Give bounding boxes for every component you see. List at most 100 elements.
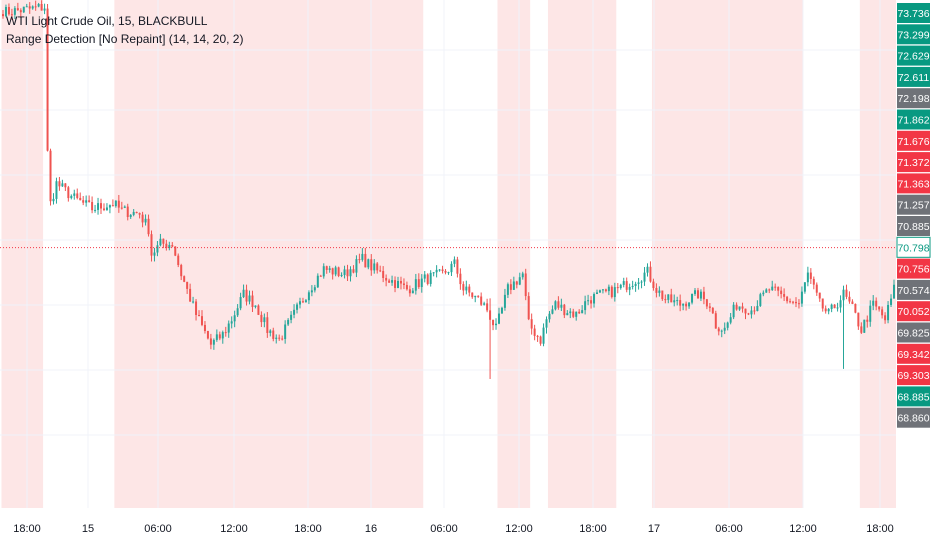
candle <box>818 292 821 302</box>
candle <box>88 195 91 203</box>
candle <box>31 5 34 10</box>
candle <box>397 276 400 289</box>
candle <box>714 310 717 329</box>
svg-text:71.257: 71.257 <box>897 200 929 212</box>
candle <box>189 283 192 302</box>
candle <box>266 312 269 338</box>
candle <box>593 292 596 308</box>
price-axis-label: 69.342 <box>897 343 930 364</box>
candle <box>361 248 364 262</box>
candle <box>658 286 661 297</box>
candle <box>824 305 827 314</box>
candle <box>25 3 28 8</box>
candle <box>815 282 818 296</box>
candle <box>102 203 105 212</box>
candle <box>750 306 753 319</box>
candle <box>881 306 884 319</box>
candle <box>299 297 301 309</box>
candle <box>500 306 503 314</box>
candle <box>435 265 438 278</box>
candle <box>872 295 875 311</box>
svg-text:72.198: 72.198 <box>897 93 929 105</box>
range-zone <box>577 0 617 508</box>
candle <box>200 310 203 327</box>
range-zone <box>262 0 424 508</box>
candle <box>851 299 854 305</box>
x-tick-label: 18:00 <box>294 523 322 535</box>
candle <box>52 193 55 205</box>
candle <box>322 263 325 279</box>
candle <box>726 321 729 331</box>
x-tick-label: 06:00 <box>715 523 743 535</box>
price-axis-label: 68.885 <box>897 386 930 407</box>
candle <box>447 271 450 275</box>
candle <box>379 265 382 273</box>
candle <box>738 306 741 311</box>
candle <box>735 302 738 311</box>
candle <box>108 204 111 214</box>
candle <box>506 282 509 299</box>
candle <box>248 290 251 305</box>
svg-text:72.629: 72.629 <box>897 51 929 63</box>
svg-text:71.363: 71.363 <box>897 178 929 190</box>
candle <box>290 311 293 324</box>
candle <box>275 334 278 344</box>
candle <box>649 261 652 283</box>
symbol-title[interactable]: WTI Light Crude Oil, 15, BLACKBULL <box>6 14 208 28</box>
candle <box>239 292 242 311</box>
indicator-title[interactable]: Range Detection [No Repaint] (14, 14, 20… <box>6 32 244 46</box>
candle <box>117 194 120 213</box>
candle <box>587 294 590 306</box>
candle <box>293 304 296 319</box>
candle <box>429 270 432 287</box>
candle <box>180 263 183 281</box>
candle <box>610 285 613 299</box>
candle <box>156 240 159 257</box>
candle <box>141 211 144 228</box>
candle <box>625 277 628 293</box>
candle <box>821 298 824 312</box>
candle <box>328 265 331 273</box>
candle <box>471 292 474 299</box>
candle <box>536 334 539 342</box>
candle <box>839 295 842 313</box>
candle <box>836 302 839 312</box>
candle <box>450 261 453 277</box>
candle <box>287 318 290 327</box>
candle <box>848 291 851 304</box>
candle <box>269 329 272 337</box>
range-zone <box>497 0 531 508</box>
candle <box>723 322 726 335</box>
range-zone <box>1 0 44 508</box>
candle <box>46 4 49 152</box>
candle <box>198 310 201 317</box>
price-axis-label: 69.303 <box>897 365 930 386</box>
candle <box>596 289 598 295</box>
candle <box>539 335 542 346</box>
candle <box>696 287 699 299</box>
candle <box>797 299 800 309</box>
candle <box>260 311 263 328</box>
candle <box>129 214 132 219</box>
candle <box>165 239 168 251</box>
candle <box>168 241 171 251</box>
candle <box>830 303 833 313</box>
candle <box>768 288 771 294</box>
candle <box>741 302 744 313</box>
candle <box>376 262 379 274</box>
candle <box>794 297 797 308</box>
candle <box>640 280 643 289</box>
candle <box>174 246 177 257</box>
candle <box>307 290 310 305</box>
candle <box>887 301 890 324</box>
candle <box>40 0 43 11</box>
candle <box>215 329 218 342</box>
candle <box>373 259 376 274</box>
candle <box>708 302 711 312</box>
candle <box>67 185 70 202</box>
price-axis-label: 70.574 <box>897 279 930 300</box>
x-tick-label: 12:00 <box>789 523 817 535</box>
svg-text:72.611: 72.611 <box>898 72 929 84</box>
candle <box>584 295 587 315</box>
